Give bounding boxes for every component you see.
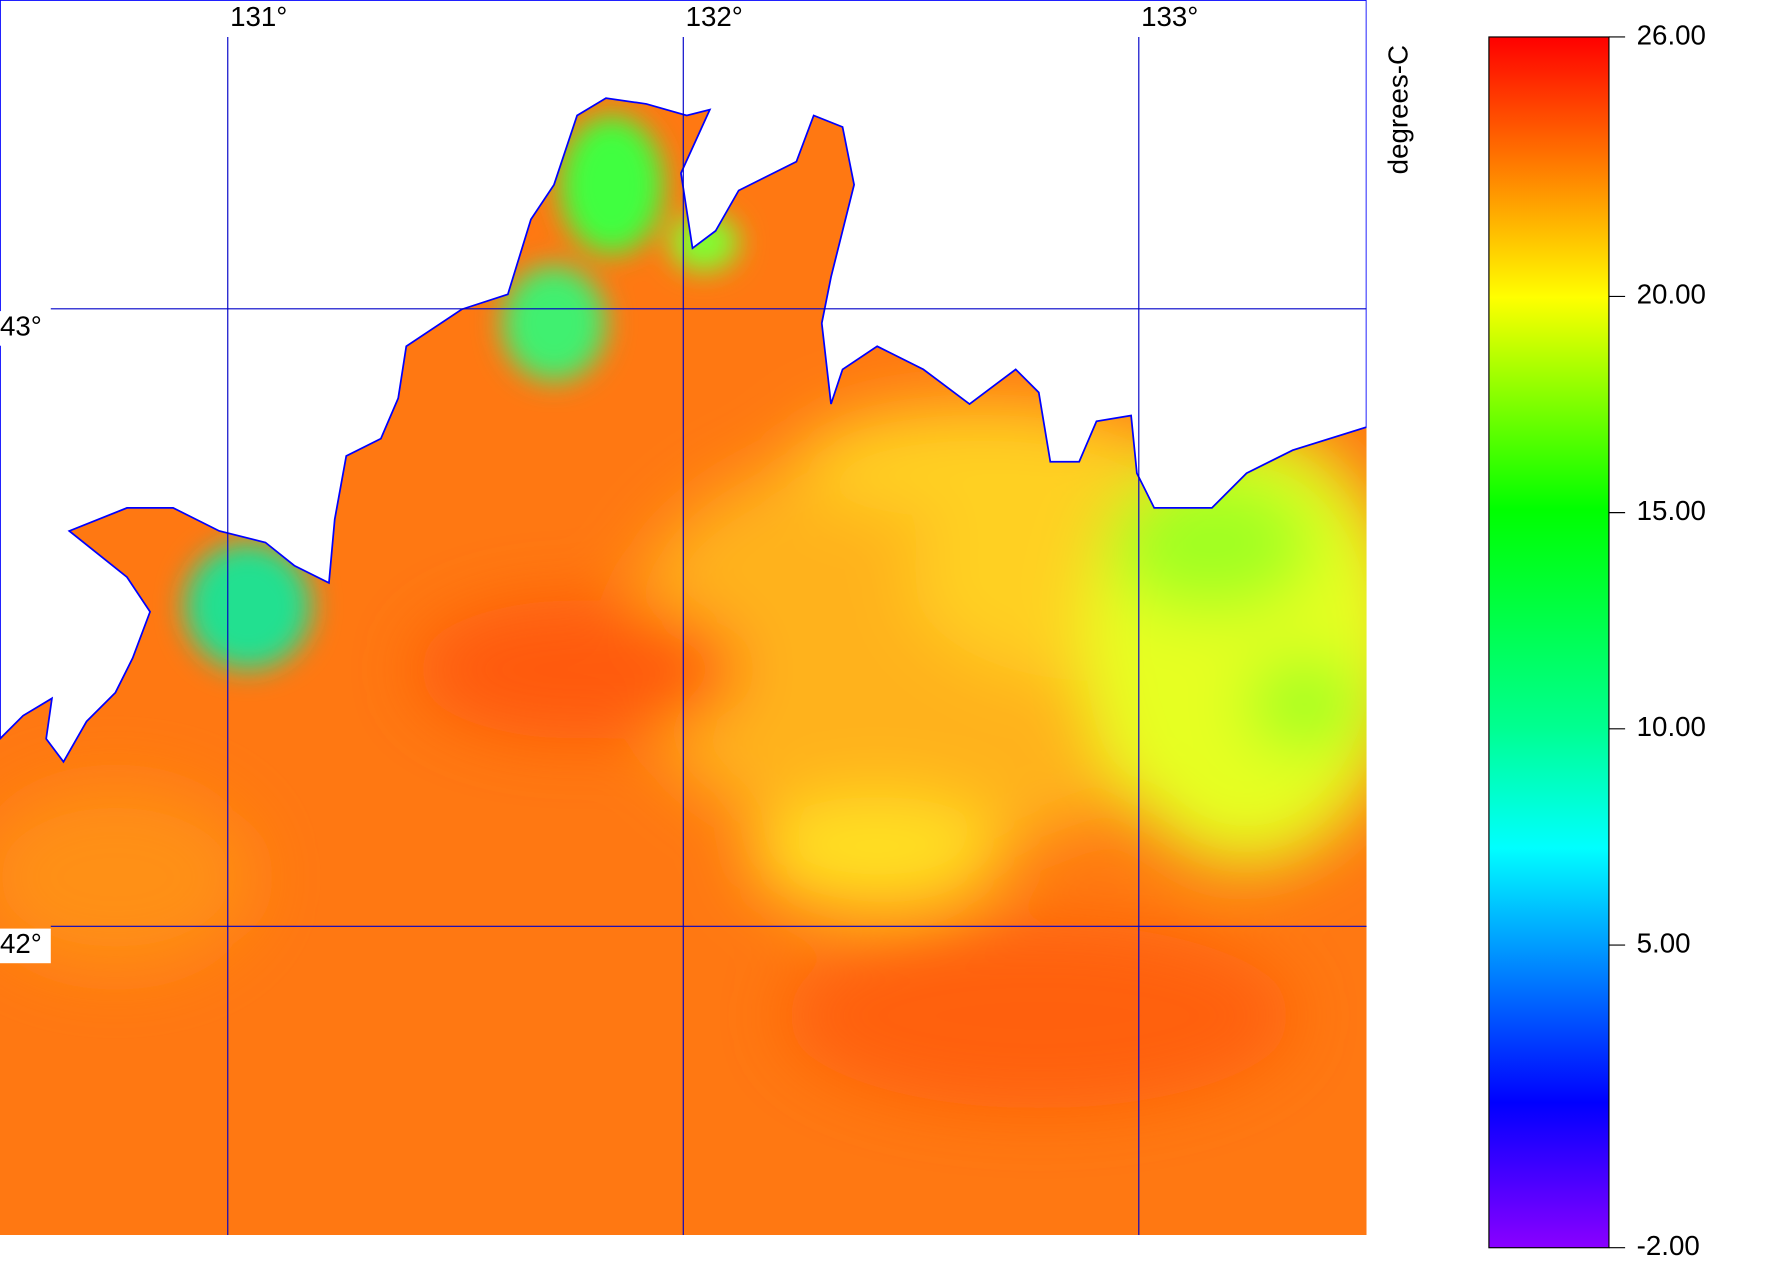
colorbar-tick-label: 10.00 — [1637, 711, 1706, 742]
longitude-label: 132° — [686, 1, 743, 32]
colorbar-tick-label: -2.00 — [1637, 1230, 1700, 1261]
latitude-label: 43° — [0, 311, 42, 342]
longitude-label: 131° — [230, 1, 287, 32]
longitude-label: 133° — [1141, 1, 1198, 32]
colorbar-tick-label: 26.00 — [1637, 19, 1706, 50]
latitude-label-bg — [0, 928, 51, 964]
land — [0, 0, 1367, 764]
colorbar-tick-label: 20.00 — [1637, 279, 1706, 310]
sst-field — [0, 0, 1367, 1236]
latitude-label-bg — [0, 311, 51, 346]
colorbar — [1488, 36, 1610, 1249]
colorbar-tick-label: 15.00 — [1637, 495, 1706, 526]
colorbar-tick-label: 5.00 — [1637, 927, 1691, 958]
latitude-label: 42° — [0, 928, 42, 959]
colorbar-title: degrees-C — [1382, 45, 1413, 174]
